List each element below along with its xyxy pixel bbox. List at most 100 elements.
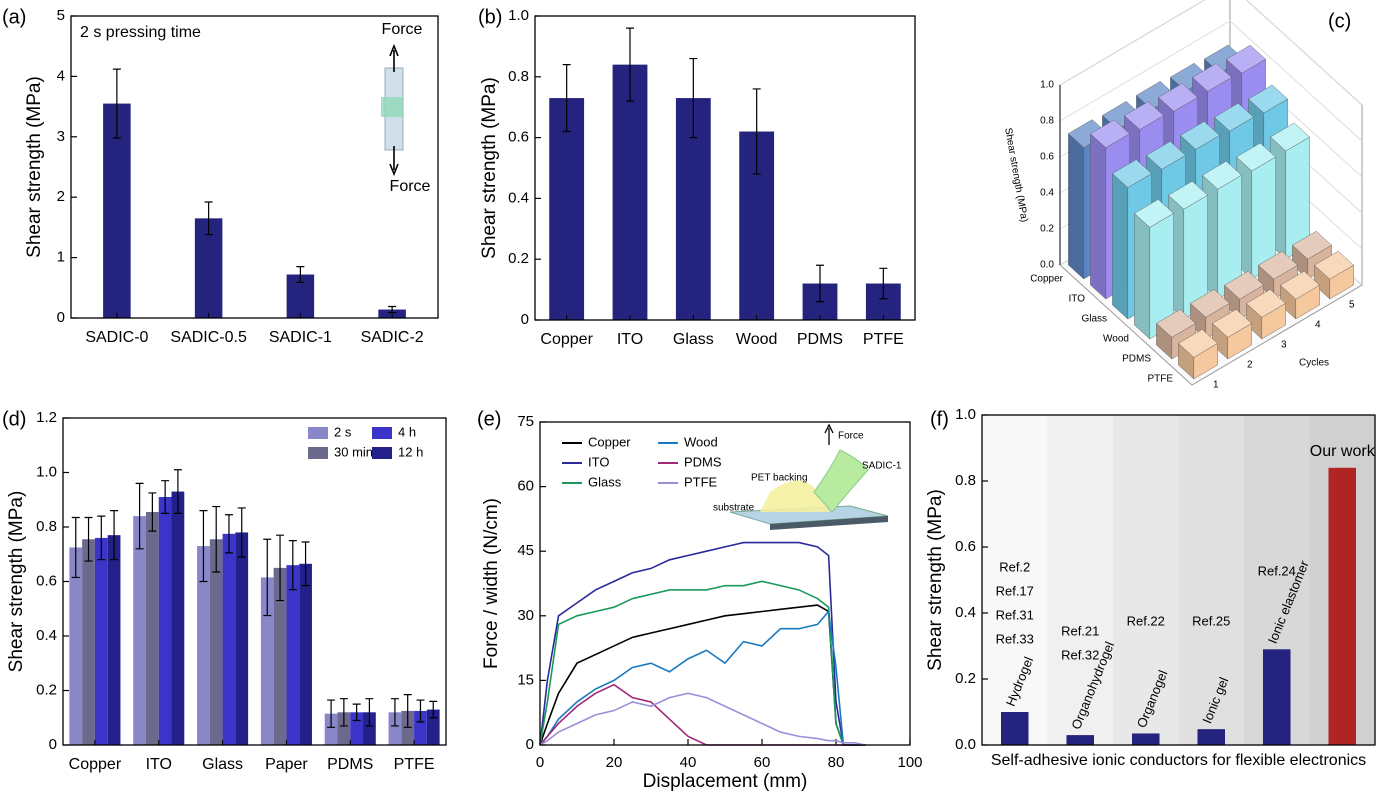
bar-face [1248,84,1288,114]
error-bar [276,534,285,602]
bar-face [1224,270,1264,300]
bar-3d [1280,270,1320,320]
y-tick-label: 0.8 [955,472,976,489]
category-label: Our work [1310,443,1376,460]
legend-label: 4 h [398,424,416,439]
annotation: SADIC-1 [862,461,902,472]
bar-3d [1212,309,1252,360]
reference: Ref.25 [1192,613,1230,628]
error-bar [224,514,233,554]
x-tick-label: SADIC-1 [269,329,332,346]
y-tick-label: 2 [57,188,65,205]
inset-arrow [824,423,834,445]
y-tick-label: 0 [57,309,65,326]
bar-face [1180,121,1220,150]
legend-swatch [308,427,328,439]
reference: Ref.22 [1127,613,1165,628]
legend-label: PTFE [684,474,718,489]
z-axis-label: Shear strength (MPa) [1002,127,1029,223]
x-axis-label: Displacement (mm) [643,771,808,792]
error-bar [301,541,310,587]
y-axis-label: Force / width (N/cm) [481,498,502,669]
bar-face [1090,133,1107,300]
category-label: Glass [1081,314,1107,325]
bar-face [1214,102,1254,132]
bar [1328,467,1357,745]
error-bar [752,88,761,175]
cycle-label: 1 [1213,380,1219,391]
y-axis-label: Shear strength (MPa) [479,77,500,259]
z-tick-label: 0.0 [1040,260,1054,271]
x-tick-label: SADIC-0.5 [170,329,247,346]
legend-swatch [372,427,392,439]
y-tick-label: 75 [517,413,534,430]
error-bar [148,492,157,532]
bar [337,712,351,745]
bar-face [1212,309,1252,338]
x-tick-label: SADIC-2 [361,329,424,346]
bar [69,547,83,745]
annotation: Force [838,431,864,442]
y-tick-label: 0.0 [955,736,976,753]
cycle-label: 5 [1349,300,1355,311]
inset-sadic [813,449,869,513]
error-bar [199,510,208,583]
panel-label: (a) [2,6,26,28]
category-label: PTFE [1147,374,1173,385]
error-bar [110,510,119,561]
error-bar [816,264,824,303]
plot-frame [534,15,916,321]
bar [426,709,440,745]
bar [197,546,210,745]
reference: Ref.31 [996,607,1034,622]
inset-arrows [389,43,399,177]
error-bar [689,57,698,139]
bar-face [1292,230,1332,260]
category-band [1113,415,1179,745]
y-tick-label: 1.2 [36,409,57,426]
category-band [1047,415,1113,745]
reference: Ref.33 [996,631,1034,646]
inset-substrate-side [770,516,888,530]
bar-face [1192,63,1232,92]
bar-face [1068,133,1085,280]
category-band [982,415,1048,745]
bar [414,710,427,745]
bar [209,539,223,745]
x-tick-label: Paper [265,756,308,773]
error-bar [84,516,93,562]
legend-label: Glass [588,474,622,489]
z-tick-label: 0.2 [1040,224,1054,235]
error-bar [204,201,213,236]
bar [158,497,172,745]
legend-label: PDMS [684,454,722,469]
annotation: Force [382,21,423,38]
y-tick-label: 30 [517,607,534,624]
bar-face [1158,83,1198,112]
inset-adhesive [381,97,403,117]
bar-3d [1178,329,1218,380]
x-axis-label: Cycles [1299,358,1329,369]
plot-frame [981,414,1376,746]
x-tick-label: PDMS [797,331,843,348]
bar [107,535,121,745]
y-tick-label: 5 [57,7,65,24]
bar-face [1270,122,1310,152]
z-tick-label: 0.4 [1040,188,1054,199]
series-line [539,609,866,746]
bar-face [1178,329,1218,358]
x-tick-label: PDMS [327,756,373,773]
category-band [1178,415,1244,745]
bar-face [1090,119,1130,149]
y-tick-label: 4 [57,67,65,84]
error-bar [388,305,397,314]
bar [273,567,287,745]
y-tick-label: 1.0 [508,7,529,24]
y-tick-label: 0.6 [36,572,57,589]
bar [1262,649,1291,745]
bar-face [1202,160,1242,190]
error-bar [390,698,399,727]
bar [286,565,300,745]
bar [612,64,648,320]
